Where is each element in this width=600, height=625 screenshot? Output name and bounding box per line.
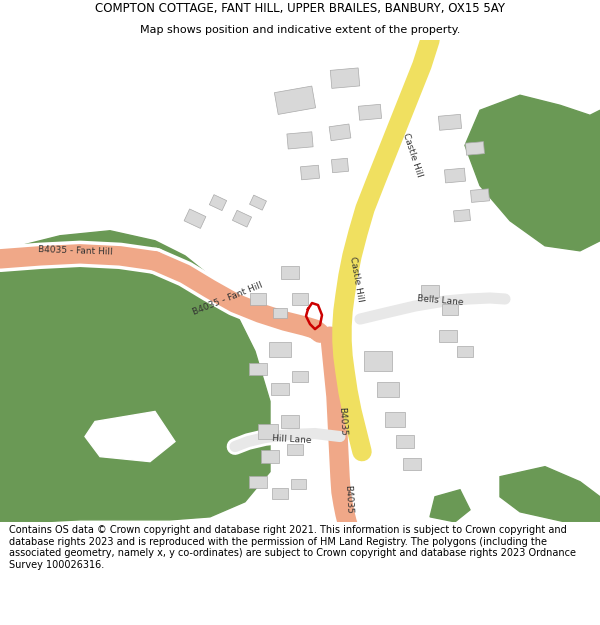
Polygon shape — [465, 95, 600, 251]
FancyBboxPatch shape — [281, 416, 299, 428]
FancyBboxPatch shape — [421, 285, 439, 297]
Text: B4035: B4035 — [343, 485, 353, 514]
Text: B4035: B4035 — [337, 407, 347, 436]
FancyBboxPatch shape — [269, 342, 291, 357]
FancyBboxPatch shape — [287, 444, 303, 455]
FancyBboxPatch shape — [454, 209, 470, 222]
FancyBboxPatch shape — [442, 304, 458, 314]
FancyBboxPatch shape — [396, 435, 414, 448]
FancyBboxPatch shape — [209, 194, 227, 211]
FancyBboxPatch shape — [272, 488, 288, 499]
FancyBboxPatch shape — [470, 189, 490, 202]
FancyBboxPatch shape — [232, 210, 251, 227]
FancyBboxPatch shape — [292, 293, 308, 305]
Text: Hill Lane: Hill Lane — [272, 434, 312, 445]
Polygon shape — [500, 467, 600, 522]
FancyBboxPatch shape — [273, 308, 287, 318]
Polygon shape — [430, 490, 470, 522]
Text: COMPTON COTTAGE, FANT HILL, UPPER BRAILES, BANBURY, OX15 5AY: COMPTON COTTAGE, FANT HILL, UPPER BRAILE… — [95, 2, 505, 15]
FancyBboxPatch shape — [403, 458, 421, 469]
FancyBboxPatch shape — [250, 195, 266, 210]
FancyBboxPatch shape — [249, 476, 267, 488]
Text: B4035 - Fant Hill: B4035 - Fant Hill — [38, 245, 112, 257]
FancyBboxPatch shape — [331, 158, 349, 172]
FancyBboxPatch shape — [184, 209, 206, 228]
FancyBboxPatch shape — [287, 132, 313, 149]
FancyBboxPatch shape — [330, 68, 360, 88]
FancyBboxPatch shape — [249, 363, 267, 375]
FancyBboxPatch shape — [281, 266, 299, 279]
FancyBboxPatch shape — [271, 383, 289, 396]
FancyBboxPatch shape — [301, 165, 320, 180]
FancyBboxPatch shape — [364, 351, 392, 371]
FancyBboxPatch shape — [261, 450, 279, 463]
Polygon shape — [85, 411, 175, 462]
FancyBboxPatch shape — [250, 294, 266, 304]
FancyBboxPatch shape — [385, 412, 405, 426]
Polygon shape — [0, 231, 270, 522]
Text: Map shows position and indicative extent of the property.: Map shows position and indicative extent… — [140, 25, 460, 35]
Text: B4035 - Fant Hill: B4035 - Fant Hill — [192, 281, 264, 317]
FancyBboxPatch shape — [439, 114, 461, 130]
FancyBboxPatch shape — [290, 479, 305, 489]
Text: Castle Hill: Castle Hill — [401, 132, 424, 179]
FancyBboxPatch shape — [292, 371, 308, 382]
FancyBboxPatch shape — [329, 124, 351, 141]
Text: Contains OS data © Crown copyright and database right 2021. This information is : Contains OS data © Crown copyright and d… — [9, 525, 576, 570]
FancyBboxPatch shape — [439, 330, 457, 342]
FancyBboxPatch shape — [466, 142, 484, 155]
FancyBboxPatch shape — [274, 86, 316, 114]
Text: Bells Lane: Bells Lane — [416, 294, 463, 308]
FancyBboxPatch shape — [457, 346, 473, 357]
FancyBboxPatch shape — [445, 168, 466, 183]
FancyBboxPatch shape — [377, 382, 399, 397]
FancyBboxPatch shape — [358, 104, 382, 120]
Text: Castle Hill: Castle Hill — [347, 256, 364, 302]
FancyBboxPatch shape — [258, 424, 278, 439]
